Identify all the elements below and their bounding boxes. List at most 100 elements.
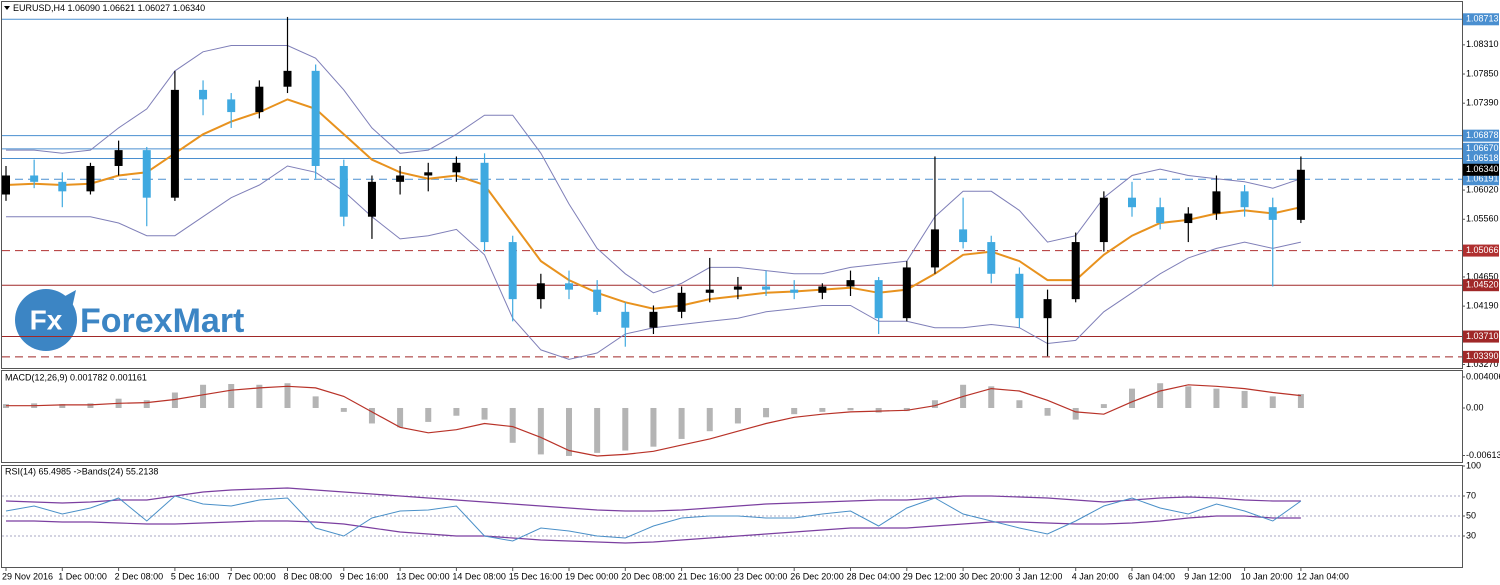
x-tick-label: 20 Dec 08:00 <box>621 571 675 581</box>
candle-body <box>1184 213 1193 224</box>
y-tick-label: 1.04190 <box>1466 300 1499 310</box>
rsi-line <box>5 495 1302 542</box>
candle-body <box>593 289 602 312</box>
candle-body <box>396 175 405 182</box>
histogram-bar <box>1297 394 1304 408</box>
histogram-bar <box>256 384 263 408</box>
candle-body <box>1128 197 1136 208</box>
candle-body <box>733 286 742 290</box>
x-tick-label: 14 Dec 08:00 <box>452 571 506 581</box>
histogram-bar <box>453 407 460 416</box>
candle-body <box>987 242 996 274</box>
x-tick-label: 26 Dec 20:00 <box>790 571 844 581</box>
level-label: 1.05066 <box>1466 245 1499 255</box>
histogram-bar <box>1100 404 1107 408</box>
level-tag <box>1463 173 1499 186</box>
level-tag <box>1463 13 1499 26</box>
logo-text: ForexMart <box>80 302 244 340</box>
candle-body <box>1043 299 1052 319</box>
candle-body <box>846 280 855 287</box>
candle-body <box>1212 191 1221 214</box>
y-tick-label: 1.03270 <box>1466 359 1499 369</box>
histogram-bar <box>200 384 207 408</box>
histogram-bar <box>312 396 319 408</box>
candle-body <box>1156 207 1165 224</box>
level-label: 1.06878 <box>1466 130 1499 140</box>
histogram-bar <box>734 407 741 424</box>
x-tick-label: 12 Jan 04:00 <box>1297 571 1349 581</box>
x-tick-label: 28 Dec 04:00 <box>847 571 901 581</box>
x-tick-label: 8 Dec 08:00 <box>284 571 333 581</box>
histogram-bar <box>931 400 938 408</box>
level-label: 1.04520 <box>1466 280 1499 290</box>
y-tick-label: 1.05560 <box>1466 214 1499 224</box>
candle-body <box>1099 197 1108 243</box>
y-tick-label: 30 <box>1466 530 1476 540</box>
macd-panel <box>1 370 1463 463</box>
histogram-bar <box>509 407 516 443</box>
histogram-bar <box>143 400 150 408</box>
candle-body <box>565 283 573 290</box>
histogram-bar <box>622 407 629 451</box>
histogram-bar <box>903 407 910 412</box>
watermark: Fx ForexMart <box>15 289 244 351</box>
candle-body <box>424 172 433 176</box>
price-tag <box>1463 163 1499 176</box>
candle-body <box>536 283 545 300</box>
histogram-bar <box>59 404 66 408</box>
chart-title: EURUSD,H4 1.06090 1.06621 1.06027 1.0634… <box>13 3 205 13</box>
level-label: 1.06670 <box>1466 143 1499 153</box>
histogram-bar <box>397 407 404 428</box>
histogram-bar <box>425 407 432 422</box>
x-tick-label: 4 Jan 20:00 <box>1072 571 1119 581</box>
x-tick-label: 5 Dec 16:00 <box>171 571 220 581</box>
x-tick-label: 2 Dec 08:00 <box>115 571 164 581</box>
x-tick-label: 19 Dec 00:00 <box>565 571 619 581</box>
y-tick-label: 1.07850 <box>1466 68 1499 78</box>
candle-body <box>705 289 714 293</box>
level-label: 1.08713 <box>1466 14 1499 24</box>
macd-title: MACD(12,26,9) 0.001782 0.001161 <box>5 372 147 382</box>
candle-body <box>199 89 208 100</box>
x-tick-label: 9 Dec 16:00 <box>340 571 389 581</box>
y-tick-label: 0.00 <box>1466 402 1484 412</box>
y-tick-label: 100 <box>1466 460 1481 470</box>
y-tick-label: 1.04650 <box>1466 271 1499 281</box>
x-tick-label: 29 Dec 12:00 <box>903 571 957 581</box>
x-tick-label: 30 Dec 20:00 <box>959 571 1013 581</box>
candle-body <box>1268 207 1277 220</box>
band-upper <box>5 487 1301 512</box>
current-price: 1.06340 <box>1466 164 1499 174</box>
x-tick-label: 23 Dec 00:00 <box>734 571 788 581</box>
histogram-bar <box>594 407 601 453</box>
y-tick-label: 70 <box>1466 490 1476 500</box>
level-label: 1.06191 <box>1466 174 1499 184</box>
histogram-bar <box>875 407 882 413</box>
candle-body <box>677 292 686 312</box>
histogram-bar <box>650 407 657 447</box>
histogram-bar <box>678 407 685 439</box>
candle-body <box>142 150 151 198</box>
band-upper <box>6 45 1302 294</box>
y-tick-label: 50 <box>1466 510 1476 520</box>
level-tag <box>1463 142 1499 155</box>
candle-body <box>114 150 123 166</box>
histogram-bar <box>1241 390 1248 408</box>
candle-body <box>30 175 39 182</box>
candle-body <box>86 165 95 192</box>
x-tick-label: 21 Dec 16:00 <box>678 571 732 581</box>
y-tick-label: 1.07390 <box>1466 98 1499 108</box>
y-tick-label: -0.006139 <box>1466 450 1500 460</box>
candle-body <box>1296 169 1305 220</box>
logo-circle <box>15 289 77 351</box>
candle-body <box>621 311 630 328</box>
candle-body <box>311 70 320 166</box>
x-tick-label: 9 Jan 12:00 <box>1184 571 1231 581</box>
x-tick-label: 10 Jan 20:00 <box>1241 571 1293 581</box>
x-tick-label: 1 Dec 00:00 <box>58 571 107 581</box>
histogram-bar <box>1157 383 1164 408</box>
histogram-bar <box>1269 396 1276 408</box>
candle-body <box>874 280 883 319</box>
histogram-bar <box>481 407 488 420</box>
histogram-bar <box>171 392 178 408</box>
